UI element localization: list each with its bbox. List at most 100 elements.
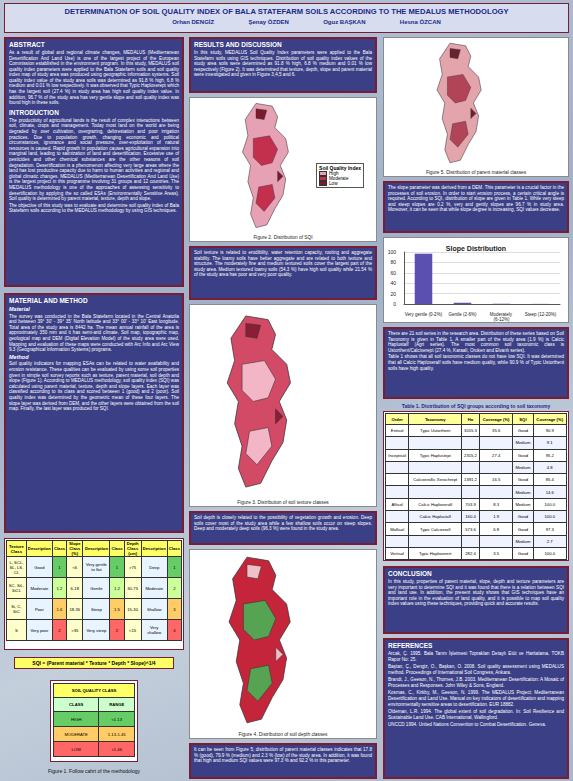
html-text:90.9: 90.9 — [545, 428, 554, 434]
html-text:Depth Class (cm): Depth Class (cm) — [126, 541, 139, 556]
html-text:3015.3: 3015.3 — [464, 428, 477, 434]
svg-text:Steep (12-20%): Steep (12-20%) — [525, 312, 557, 317]
html-text:Moderate: Moderate — [145, 585, 164, 591]
html-text:Orhan DENGİZ: Orhan DENGİZ — [172, 19, 215, 25]
html-text:Gentle: Gentle — [90, 585, 103, 591]
html-text:Figure 1. Follow cahrt of the: Figure 1. Follow cahrt of the methodolog… — [48, 768, 140, 774]
svg-text:Slope Distribution: Slope Distribution — [446, 245, 506, 253]
html-text:There are 21 soil series in th: There are 21 soil series in the research… — [388, 331, 564, 353]
html-text:Method: Method — [9, 353, 29, 360]
html-text:Table 1 shows that all soil ta: Table 1 shows that all soil taxonomic cl… — [388, 354, 564, 371]
html-text:SC, SiL, SiCL: SC, SiL, SiCL — [8, 583, 25, 593]
html-text:Soil depth is closely related: Soil depth is closely related to the pos… — [194, 515, 372, 532]
html-text:Brandt, J., Geeson, N., Thorne: Brandt, J., Geeson, N., Thornes, J.B. 20… — [388, 677, 564, 688]
html-text:Şenay ÖZDEN: Şenay ÖZDEN — [248, 19, 289, 25]
html-text:Si, C, SiC: Si, C, SiC — [11, 604, 22, 614]
html-text:Shallow: Shallow — [146, 606, 162, 612]
html-text:Very shallow: Very shallow — [147, 625, 162, 635]
html-text:Order: Order — [391, 416, 403, 422]
html-text:SQI: SQI — [519, 416, 527, 422]
html-text:Typic Haplustept: Typic Haplustept — [419, 452, 451, 458]
html-text:Taxonomy: Taxonomy — [424, 416, 446, 422]
html-text:Kosmas, C., Kirkby, M., Geeson: Kosmas, C., Kirkby, M., Geeson, N. 1999.… — [388, 690, 564, 707]
html-text:1.2: 1.2 — [114, 585, 120, 591]
html-text:1.13-1.45: 1.13-1.45 — [107, 731, 126, 737]
html-text:27.4: 27.4 — [492, 452, 501, 458]
html-text:Arcak, Ç. 1995. Bala Tarım İşl: Arcak, Ç. 1995. Bala Tarım İşletmesi Top… — [388, 650, 564, 662]
html-text:Baştan, Ç., Dengiz, O., Başkan: Baştan, Ç., Dengiz, O., Başkan, O. 2008.… — [388, 664, 564, 675]
html-text:The objective of this study wa: The objective of this study was to evalu… — [9, 202, 179, 214]
html-text:MATERIAL AND METHOD: MATERIAL AND METHOD — [9, 297, 88, 304]
svg-text:Gentle (2-6%): Gentle (2-6%) — [448, 312, 477, 317]
html-text:The productivity of agricultur: The productivity of agricultural lands i… — [9, 117, 179, 202]
html-text:Very poor: Very poor — [30, 627, 49, 633]
html-text:RESULTS AND DISCUSSION: RESULTS AND DISCUSSION — [194, 41, 282, 48]
html-text:INTRODUCTION: INTRODUCTION — [9, 108, 59, 116]
html-text:Good: Good — [34, 564, 45, 570]
html-text:Poor: Poor — [35, 606, 44, 612]
html-text:2315.2: 2315.2 — [464, 452, 477, 458]
html-text:<6: <6 — [72, 564, 78, 570]
html-text:1.5: 1.5 — [114, 606, 120, 612]
html-text:Oldeman, L.R. 1994. The global: Oldeman, L.R. 1994. The global extent of… — [388, 709, 564, 720]
html-text:Slope Class (%): Slope Class (%) — [69, 541, 81, 556]
html-text:>75: >75 — [129, 564, 137, 570]
html-text:6-18: 6-18 — [70, 585, 79, 591]
html-text:9.1: 9.1 — [546, 440, 553, 446]
html-text:In this study, MEDALUS Soil Qu: In this study, MEDALUS Soil Quality Inde… — [194, 49, 372, 78]
svg-text:0: 0 — [393, 301, 396, 307]
html-text:Coverage (%): Coverage (%) — [482, 416, 510, 422]
html-text:Soil texture is related to ero: Soil texture is related to erodibility, … — [194, 250, 372, 278]
html-text:As a result of global and regi: As a result of global and regional clima… — [9, 49, 179, 106]
html-text:In this study, properties of p: In this study, properties of parent mate… — [388, 578, 564, 607]
html-text:18-35: 18-35 — [69, 606, 81, 612]
html-text:Inceptisol: Inceptisol — [388, 452, 406, 458]
html-text:15-30: 15-30 — [127, 606, 138, 612]
html-text:Steep: Steep — [91, 606, 102, 612]
html-text:LOW: LOW — [71, 746, 81, 752]
html-text:Soil quality indicators for ma: Soil quality indicators for mapping ESAs… — [9, 361, 179, 412]
html-text:Very steep: Very steep — [86, 627, 107, 633]
html-text:35.6: 35.6 — [492, 428, 501, 434]
svg-text:80: 80 — [390, 259, 396, 265]
html-text:Texture Class: Texture Class — [9, 543, 24, 554]
html-text:Entisol: Entisol — [390, 428, 404, 434]
html-text:Deep: Deep — [149, 564, 160, 570]
html-text:Oguz BAŞKAN: Oguz BAŞKAN — [323, 19, 366, 25]
svg-text:100: 100 — [388, 249, 397, 255]
html-text:>35: >35 — [71, 627, 79, 633]
html-text:30-75: 30-75 — [127, 585, 138, 591]
html-text:ABSTRACT: ABSTRACT — [9, 41, 45, 48]
html-text:>1.46: >1.46 — [111, 746, 122, 752]
html-text:Very gentle to flat: Very gentle to flat — [86, 562, 107, 572]
html-text:SQI = (Parent material * Textu: SQI = (Parent material * Texture * Depth… — [32, 660, 156, 666]
html-text:CONCLUSION: CONCLUSION — [388, 570, 432, 577]
html-text:Soil Quality Index: Soil Quality Index — [319, 165, 361, 171]
svg-text:60: 60 — [390, 270, 396, 276]
html-text:Coverage (%): Coverage (%) — [536, 416, 564, 422]
svg-text:20: 20 — [390, 291, 396, 297]
html-text:<15: <15 — [129, 627, 137, 633]
svg-text:Very gentle (0-2%): Very gentle (0-2%) — [405, 312, 443, 317]
html-text:<1.13: <1.13 — [111, 716, 122, 722]
html-text:1.6: 1.6 — [56, 606, 63, 612]
html-text:Table 1. Distribution of SQI g: Table 1. Distribution of SQI groups acco… — [401, 403, 551, 409]
html-text:Ha: Ha — [467, 416, 474, 422]
html-text:MODERATE: MODERATE — [64, 731, 88, 737]
html-text:Medium: Medium — [515, 440, 531, 446]
html-text:DETERMINATION OF SOIL QUALITY: DETERMINATION OF SOIL QUALITY INDEX OF B… — [64, 7, 509, 16]
svg-text:40: 40 — [390, 280, 396, 286]
html-text:The slope parameter was derive: The slope parameter was derived from a D… — [388, 185, 564, 213]
html-text:REFERENCES: REFERENCES — [388, 642, 433, 649]
html-text:HIGH: HIGH — [71, 716, 82, 722]
html-text:Good: Good — [517, 428, 529, 434]
html-text:1.2: 1.2 — [56, 585, 63, 591]
html-text:Hesna ÖZCAN: Hesna ÖZCAN — [399, 19, 441, 25]
html-text:Typic Ustorthent: Typic Ustorthent — [420, 428, 451, 434]
html-text:Moderate: Moderate — [30, 585, 49, 591]
svg-text:(6-12%): (6-12%) — [493, 317, 510, 322]
html-text:Material: Material — [9, 305, 30, 312]
html-text:It can be seen from Figure 5,: It can be seen from Figure 5, distributi… — [194, 747, 372, 764]
html-text:L, SCL, SL, LS, CL: L, SCL, SL, LS, CL — [9, 559, 24, 575]
html-text:The survey was conducted in th: The survey was conducted in the Bala Sta… — [9, 313, 179, 353]
